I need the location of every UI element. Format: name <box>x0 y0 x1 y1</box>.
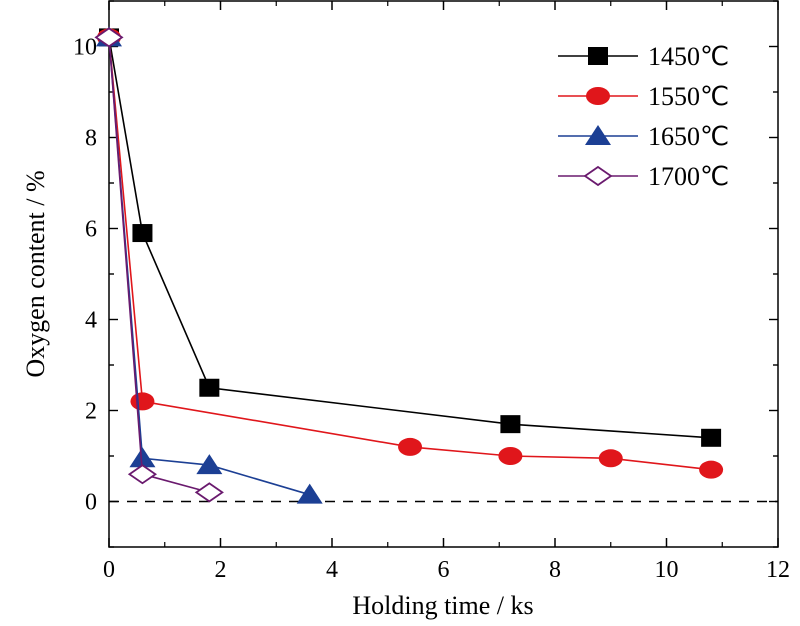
series-0 <box>99 28 722 447</box>
legend-label: 1650℃ <box>648 122 729 151</box>
square-marker <box>500 415 521 434</box>
square-marker <box>199 378 220 397</box>
circle-marker <box>398 437 423 456</box>
x-tick-label: 12 <box>766 557 790 583</box>
x-tick-label: 8 <box>549 557 561 583</box>
square-marker <box>701 428 722 447</box>
y-tick-label: 2 <box>85 399 97 425</box>
x-tick-label: 4 <box>326 557 338 583</box>
circle-marker <box>586 87 610 105</box>
legend-label: 1550℃ <box>648 82 729 111</box>
series-line <box>108 37 712 439</box>
x-tick-label: 6 <box>438 557 450 583</box>
series-group <box>94 26 724 504</box>
diamond-marker <box>194 482 224 503</box>
series-3 <box>94 27 224 503</box>
legend: 1450℃ 1550℃ 1650℃ 1700℃ <box>558 42 729 191</box>
y-axis-label: Oxygen content / % <box>21 170 50 377</box>
y-tick-label: 8 <box>85 126 97 152</box>
x-tick-label: 2 <box>215 557 227 583</box>
diamond-marker <box>127 464 158 485</box>
x-tick-label: 0 <box>103 557 115 583</box>
triangle-marker <box>585 125 611 145</box>
circle-marker <box>598 449 623 468</box>
legend-item: 1700℃ <box>558 162 729 191</box>
y-tick-label: 4 <box>85 308 97 334</box>
diamond-marker <box>583 165 613 187</box>
y-tick-label: 10 <box>73 35 97 61</box>
y-tick-label: 0 <box>85 490 97 516</box>
square-marker <box>132 224 153 243</box>
x-axis-label: Holding time / ks <box>352 591 533 620</box>
legend-label: 1450℃ <box>648 42 729 71</box>
legend-item: 1650℃ <box>558 122 729 151</box>
circle-marker <box>699 460 724 479</box>
legend-label: 1700℃ <box>648 162 729 191</box>
triangle-marker <box>196 454 223 475</box>
triangle-marker <box>296 483 323 504</box>
y-tick-label: 6 <box>85 217 97 243</box>
series-line <box>108 37 712 471</box>
legend-item: 1450℃ <box>558 42 729 71</box>
x-tick-label: 10 <box>655 557 679 583</box>
square-marker <box>588 47 608 65</box>
legend-item: 1550℃ <box>558 82 729 111</box>
diamond-marker <box>94 27 124 48</box>
axes: 0 2 4 6 8 10 12 0 2 4 6 8 10 <box>73 0 790 583</box>
series-line <box>108 37 210 494</box>
triangle-marker <box>129 447 156 468</box>
circle-marker <box>498 447 523 465</box>
circle-marker <box>130 392 155 411</box>
